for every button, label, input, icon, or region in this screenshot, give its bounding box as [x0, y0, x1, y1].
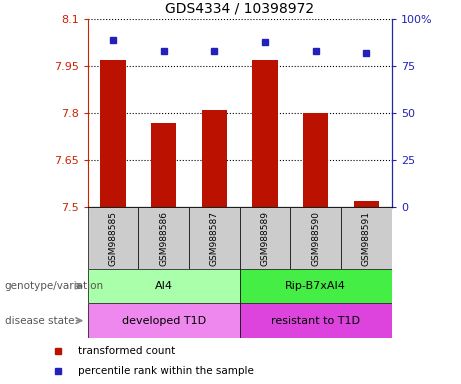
Title: GDS4334 / 10398972: GDS4334 / 10398972 [165, 1, 314, 15]
Text: percentile rank within the sample: percentile rank within the sample [78, 366, 254, 376]
Bar [354, 201, 379, 207]
Bar [88, 269, 240, 303]
Bar [201, 110, 227, 207]
Text: developed T1D: developed T1D [122, 316, 206, 326]
Text: transformed count: transformed count [78, 346, 176, 356]
Bar [240, 303, 392, 338]
Bar [88, 207, 138, 269]
Text: resistant to T1D: resistant to T1D [271, 316, 361, 326]
Text: GSM988589: GSM988589 [260, 210, 270, 266]
Bar [303, 113, 328, 207]
Bar [252, 60, 278, 207]
Text: AI4: AI4 [154, 281, 173, 291]
Text: GSM988585: GSM988585 [108, 210, 118, 266]
Text: GSM988586: GSM988586 [159, 210, 168, 266]
Text: GSM988587: GSM988587 [210, 210, 219, 266]
Bar [151, 123, 176, 207]
Bar [189, 207, 240, 269]
Bar [240, 207, 290, 269]
Bar [138, 207, 189, 269]
Text: disease state: disease state [5, 316, 74, 326]
Bar [100, 60, 125, 207]
Bar [290, 207, 341, 269]
Text: GSM988590: GSM988590 [311, 210, 320, 266]
Bar [88, 303, 240, 338]
Bar [341, 207, 392, 269]
Text: genotype/variation: genotype/variation [5, 281, 104, 291]
Text: GSM988591: GSM988591 [362, 210, 371, 266]
Text: Rip-B7xAI4: Rip-B7xAI4 [285, 281, 346, 291]
Bar [240, 269, 392, 303]
